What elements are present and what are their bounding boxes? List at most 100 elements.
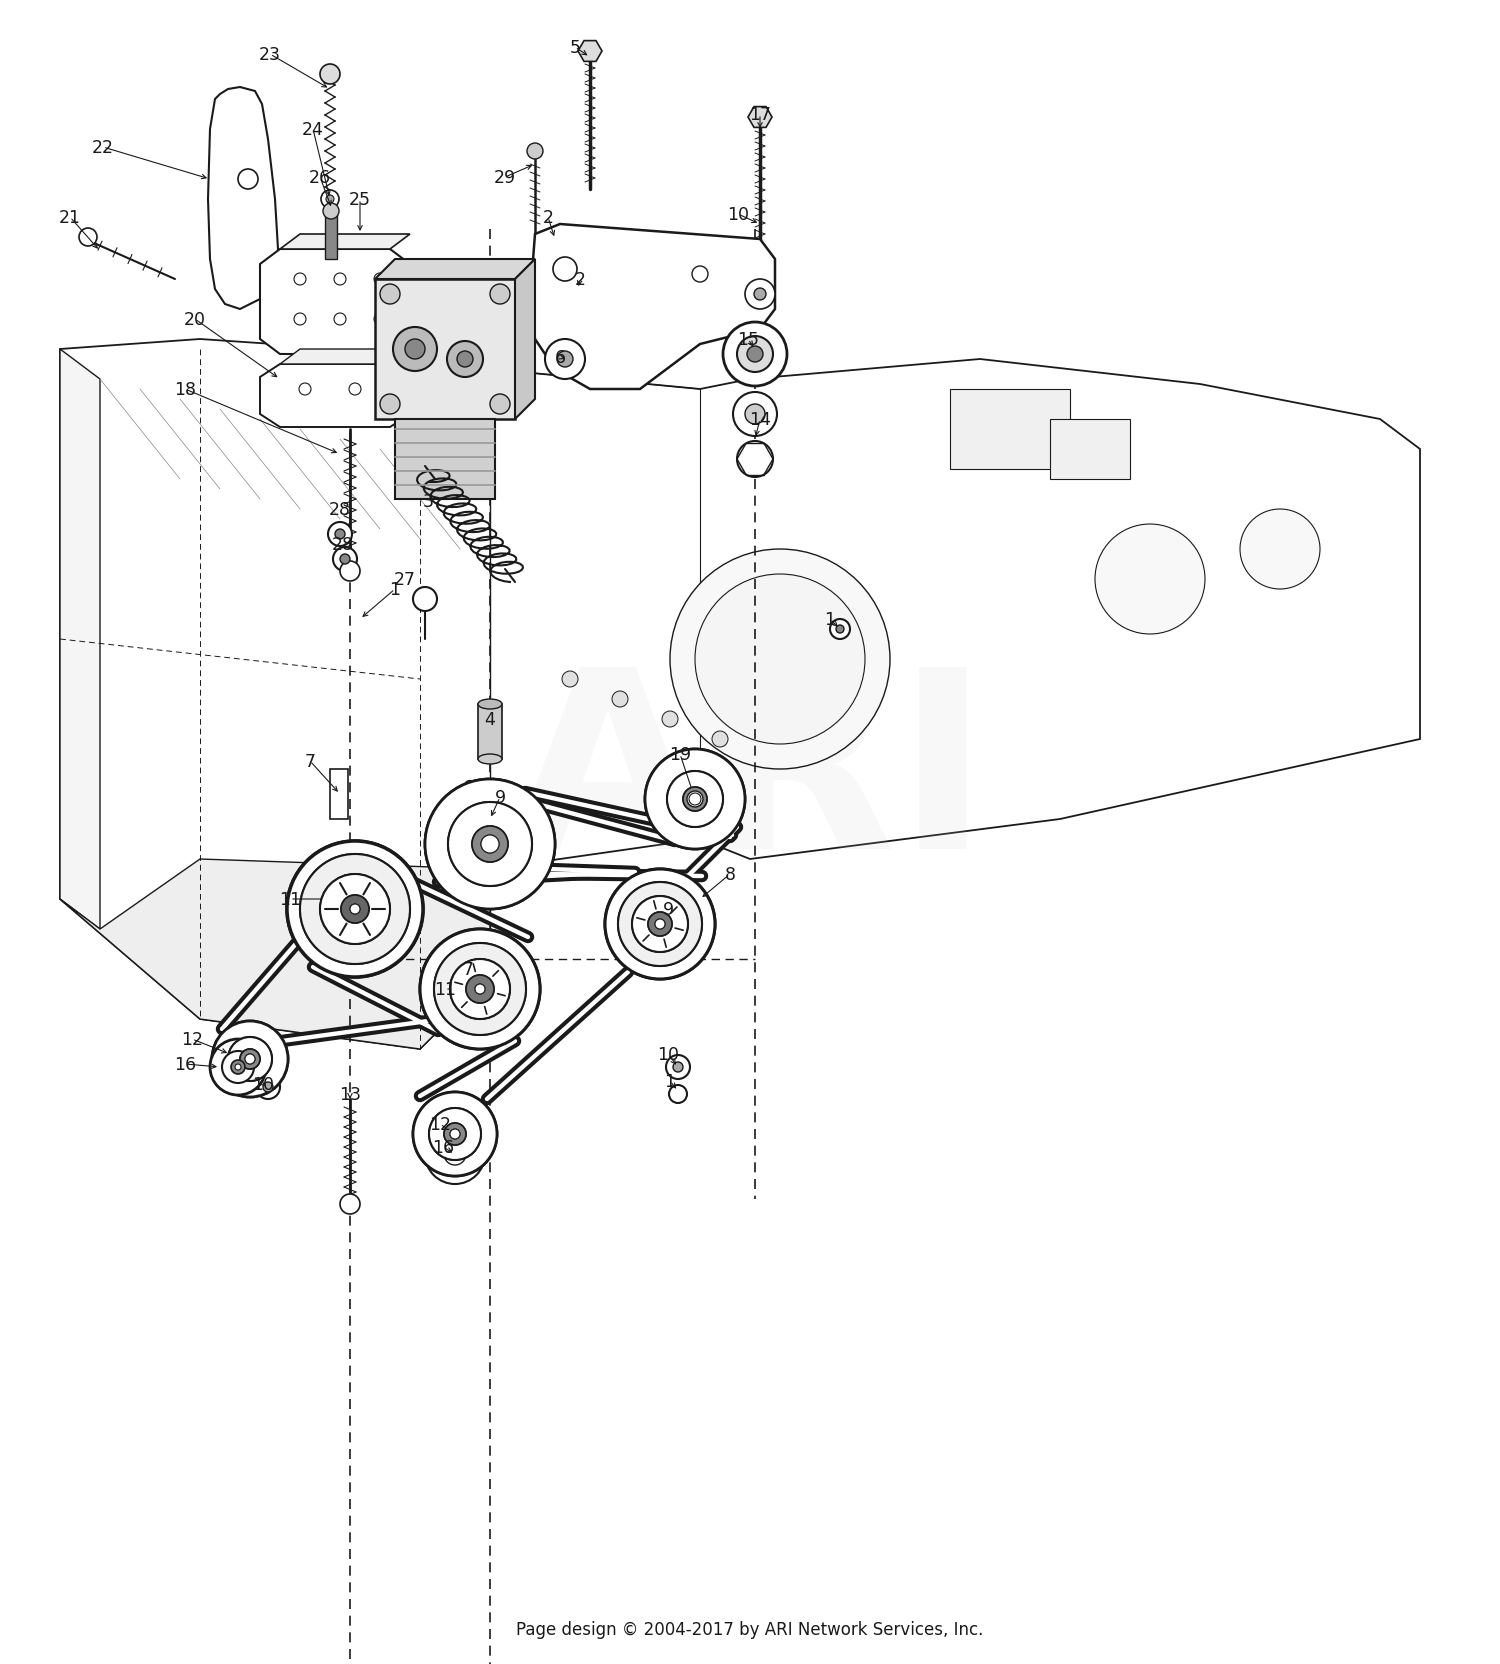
Circle shape <box>1240 509 1320 589</box>
Text: 12: 12 <box>182 1030 203 1048</box>
Text: 7: 7 <box>304 752 315 770</box>
FancyBboxPatch shape <box>950 389 1070 469</box>
Circle shape <box>687 792 703 807</box>
Circle shape <box>734 393 777 436</box>
Circle shape <box>424 779 555 910</box>
Circle shape <box>420 930 540 1050</box>
Circle shape <box>656 920 664 930</box>
Circle shape <box>736 441 772 478</box>
Circle shape <box>668 772 723 827</box>
Circle shape <box>694 574 865 744</box>
Text: 9: 9 <box>663 900 674 919</box>
Text: 28: 28 <box>332 536 354 554</box>
Circle shape <box>746 404 765 424</box>
Circle shape <box>328 522 352 547</box>
Circle shape <box>618 882 702 967</box>
Circle shape <box>298 384 310 396</box>
Text: 10: 10 <box>252 1075 274 1093</box>
Circle shape <box>350 384 361 396</box>
Circle shape <box>632 897 688 952</box>
Circle shape <box>222 1052 254 1083</box>
Circle shape <box>350 905 360 915</box>
Circle shape <box>444 1143 466 1165</box>
Circle shape <box>682 787 706 812</box>
Polygon shape <box>260 364 410 428</box>
Text: 17: 17 <box>748 106 771 123</box>
Circle shape <box>450 1130 460 1140</box>
Text: 27: 27 <box>394 571 416 589</box>
Text: 1: 1 <box>825 611 836 629</box>
Polygon shape <box>280 349 410 364</box>
Circle shape <box>300 855 410 965</box>
Circle shape <box>604 870 715 980</box>
Circle shape <box>476 985 484 995</box>
Circle shape <box>472 827 508 862</box>
Circle shape <box>321 191 339 210</box>
Circle shape <box>262 1082 273 1092</box>
Circle shape <box>320 65 340 85</box>
Circle shape <box>231 1060 244 1075</box>
Circle shape <box>333 547 357 572</box>
Text: 24: 24 <box>302 121 324 138</box>
Text: 28: 28 <box>328 501 351 519</box>
Circle shape <box>424 1125 484 1185</box>
Circle shape <box>294 314 306 326</box>
Circle shape <box>228 1037 272 1082</box>
Circle shape <box>482 835 500 854</box>
Circle shape <box>554 258 578 281</box>
Polygon shape <box>280 235 410 250</box>
Circle shape <box>645 749 746 850</box>
Circle shape <box>340 895 369 924</box>
Text: 10: 10 <box>728 206 748 225</box>
Circle shape <box>340 554 350 564</box>
Text: 7: 7 <box>462 960 474 978</box>
Circle shape <box>413 1092 497 1176</box>
Circle shape <box>746 280 776 310</box>
FancyBboxPatch shape <box>375 280 514 419</box>
Text: 15: 15 <box>736 331 759 349</box>
Circle shape <box>228 1057 248 1077</box>
Circle shape <box>688 794 700 805</box>
FancyBboxPatch shape <box>394 419 495 499</box>
Text: 10: 10 <box>657 1045 680 1063</box>
Circle shape <box>320 875 390 945</box>
Circle shape <box>326 196 334 205</box>
FancyBboxPatch shape <box>1050 419 1130 479</box>
Text: 25: 25 <box>350 191 370 210</box>
Polygon shape <box>60 860 491 1050</box>
Circle shape <box>692 266 708 283</box>
Polygon shape <box>375 260 536 280</box>
Circle shape <box>340 1195 360 1215</box>
Circle shape <box>340 562 360 582</box>
Circle shape <box>450 1130 460 1140</box>
Circle shape <box>645 749 746 850</box>
Ellipse shape <box>478 754 502 764</box>
Circle shape <box>656 920 664 930</box>
Text: 3: 3 <box>423 493 433 511</box>
Circle shape <box>334 275 346 286</box>
Circle shape <box>393 328 436 371</box>
Circle shape <box>444 1123 466 1145</box>
Circle shape <box>666 1055 690 1080</box>
Circle shape <box>240 1050 260 1070</box>
Circle shape <box>836 626 844 634</box>
Circle shape <box>420 930 540 1050</box>
Circle shape <box>294 275 306 286</box>
Text: 22: 22 <box>92 138 114 156</box>
Circle shape <box>433 943 526 1035</box>
Text: 16: 16 <box>174 1055 196 1073</box>
Text: 20: 20 <box>184 311 206 329</box>
Circle shape <box>618 882 702 967</box>
Circle shape <box>1095 524 1204 634</box>
Circle shape <box>682 787 706 812</box>
Text: 29: 29 <box>494 170 516 186</box>
Circle shape <box>448 802 532 887</box>
Circle shape <box>723 323 788 386</box>
Circle shape <box>433 943 526 1035</box>
Polygon shape <box>578 42 602 62</box>
Circle shape <box>612 692 628 707</box>
Ellipse shape <box>478 699 502 709</box>
Circle shape <box>286 842 423 977</box>
Text: 5: 5 <box>570 38 580 57</box>
Circle shape <box>380 394 400 414</box>
